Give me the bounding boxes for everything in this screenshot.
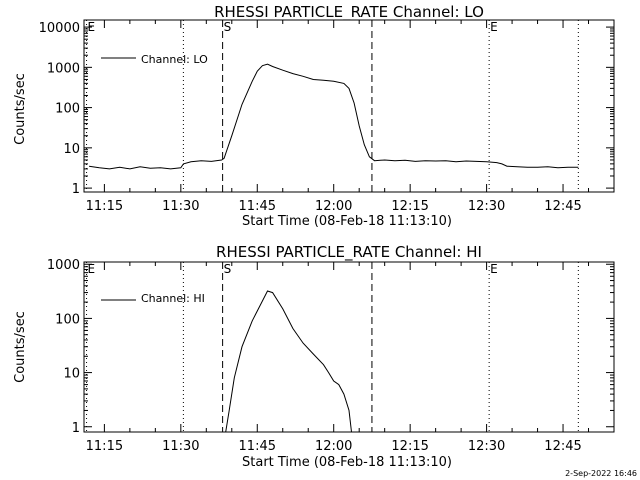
hi-marker-label: S: [224, 262, 232, 276]
hi-panel-title: RHESSI PARTICLE_RATE Channel: HI: [216, 243, 482, 262]
hi-x-tick-label: 11:15: [86, 439, 123, 454]
lo-series-line: [89, 63, 579, 170]
lo-x-axis-label: Start Time (08-Feb-18 11:13:10): [242, 214, 452, 229]
hi-marker-label: E: [88, 262, 96, 276]
lo-channel-panel: RHESSI PARTICLE_RATE Channel: LO Start T…: [13, 3, 615, 229]
hi-x-tick-label: 12:30: [468, 439, 505, 454]
lo-panel-title: RHESSI PARTICLE_RATE Channel: LO: [214, 3, 484, 22]
lo-y-tick-label: 1000: [47, 61, 80, 76]
hi-y-axis-label: Counts/sec: [13, 311, 28, 383]
hi-y-tick-label: 1000: [47, 258, 80, 273]
hi-plot-frame: [83, 261, 615, 433]
lo-y-tick-label: 10: [63, 142, 80, 157]
hi-legend-label: Channel: HI: [141, 292, 205, 305]
lo-y-tick-label: 100: [55, 102, 80, 117]
hi-y-tick-label: 1: [72, 421, 80, 436]
hi-channel-panel: RHESSI PARTICLE_RATE Channel: HI Start T…: [13, 243, 615, 470]
lo-marker-label: S: [224, 20, 232, 34]
hi-marker-label: E: [490, 262, 498, 276]
lo-marker-label: E: [88, 20, 96, 34]
lo-x-tick-label: 12:30: [468, 199, 505, 214]
lo-marker-label: E: [490, 20, 498, 34]
hi-x-tick-label: 11:30: [162, 439, 199, 454]
lo-x-tick-label: 12:45: [544, 199, 581, 214]
lo-x-tick-label: 11:30: [162, 199, 199, 214]
footer-date: 2-Sep-2022 16:46: [565, 469, 637, 478]
lo-y-tick-label: 1: [72, 182, 80, 197]
hi-y-tick-label: 10: [63, 367, 80, 382]
hi-series-line: [225, 290, 352, 432]
hi-y-tick-label: 100: [55, 312, 80, 327]
hi-x-tick-label: 12:15: [391, 439, 428, 454]
hi-x-tick-label: 11:45: [239, 439, 276, 454]
hi-x-axis-label: Start Time (08-Feb-18 11:13:10): [242, 455, 452, 470]
hi-x-tick-label: 12:00: [315, 439, 352, 454]
lo-x-tick-label: 12:00: [315, 199, 352, 214]
lo-y-tick-label: 10000: [39, 21, 80, 36]
lo-x-tick-label: 11:15: [86, 199, 123, 214]
lo-plot-frame: [83, 19, 615, 193]
hi-x-tick-label: 12:45: [544, 439, 581, 454]
lo-x-tick-label: 11:45: [239, 199, 276, 214]
lo-x-tick-label: 12:15: [391, 199, 428, 214]
lo-y-axis-label: Counts/sec: [13, 73, 28, 145]
lo-legend-label: Channel: LO: [141, 53, 208, 66]
